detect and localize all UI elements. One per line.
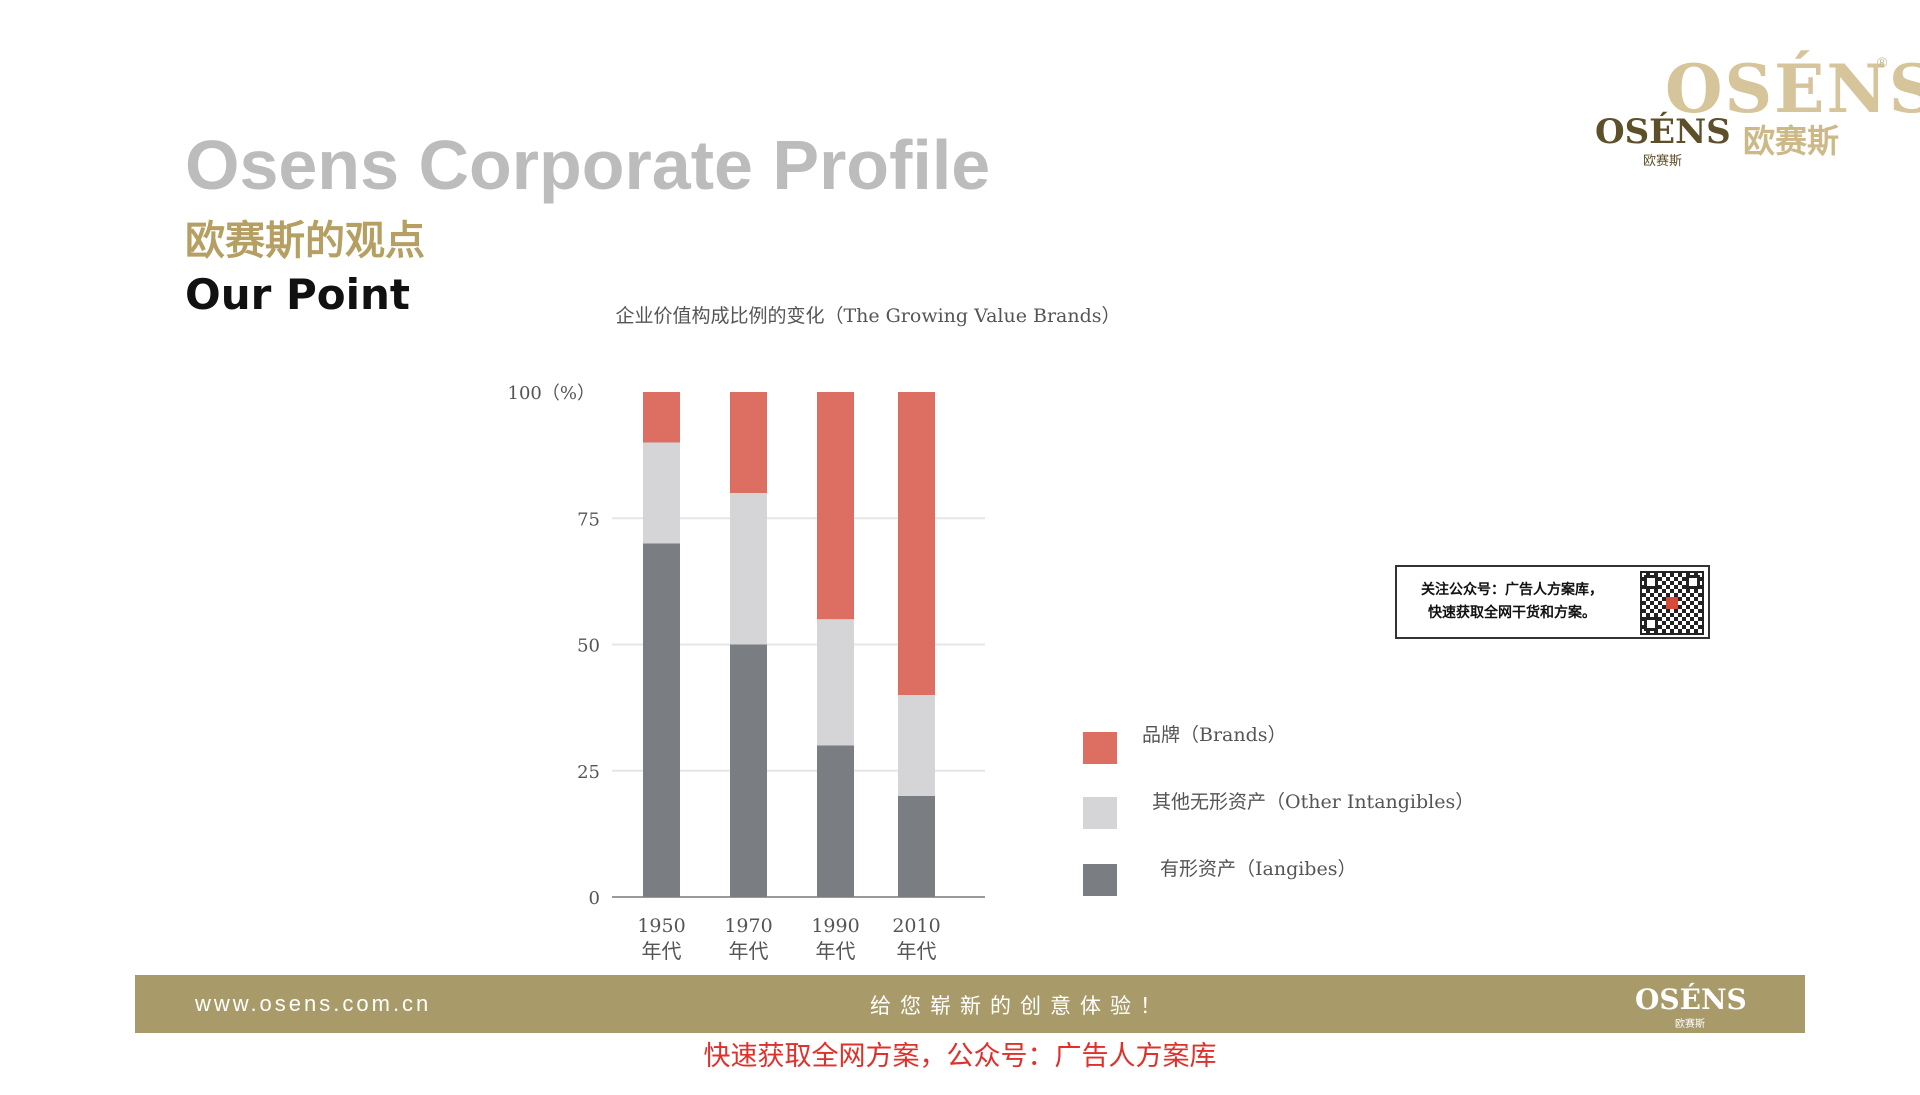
notice-line-1: 关注公众号：广告人方案库， — [1421, 582, 1603, 598]
x-tick-label: 年代 — [729, 939, 769, 963]
footer-logo-cn: 欧赛斯 — [1675, 1019, 1705, 1030]
y-tick-label: 25 — [577, 762, 600, 783]
y-tick-label: 75 — [577, 509, 600, 530]
bar-segment — [898, 796, 935, 897]
bar-segment — [817, 392, 854, 620]
logo-cn-large: 欧赛斯 — [1743, 122, 1840, 160]
bar-segment — [643, 442, 680, 544]
qr-center-icon — [1666, 597, 1678, 609]
notice-line-2: 快速获取全网干货和方案。 — [1428, 605, 1596, 621]
x-tick-label: 1990 — [811, 915, 859, 937]
bar-segment — [898, 695, 935, 796]
footer-logo: OSÉNS — [1635, 983, 1747, 1016]
legend-label: 有形资产（Iangibes） — [1160, 858, 1356, 880]
x-tick-label: 1970 — [724, 915, 772, 937]
y-tick-label: 100（%） — [508, 383, 595, 404]
qr-corner — [1644, 617, 1658, 631]
x-tick-label: 年代 — [816, 939, 856, 963]
chart-title: 企业价值构成比例的变化（The Growing Value Brands） — [615, 305, 1120, 327]
bar-segment — [817, 745, 854, 897]
page-title: Osens Corporate Profile — [185, 126, 991, 204]
legend-label: 其他无形资产（Other Intangibles） — [1152, 791, 1474, 813]
bar-segment — [730, 392, 767, 493]
qr-code-icon[interactable] — [1640, 571, 1704, 635]
logo-cn-small: 欧赛斯 — [1643, 154, 1683, 169]
osens-logo: OSÉNS ® OSÉNS 欧赛斯 欧赛斯 — [1595, 50, 1920, 170]
notice-text: 关注公众号：广告人方案库， 快速获取全网干货和方案。 — [1407, 579, 1617, 625]
follow-notice-box: 关注公众号：广告人方案库， 快速获取全网干货和方案。 — [1395, 565, 1710, 639]
legend-swatch — [1083, 732, 1117, 764]
x-tick-label: 年代 — [897, 939, 937, 963]
y-tick-label: 0 — [589, 888, 600, 909]
logo-wordmark-small: OSÉNS — [1595, 112, 1731, 152]
footer-slogan: 给您崭新的创意体验！ — [870, 994, 1170, 1018]
qr-corner — [1644, 575, 1658, 589]
x-tick-label: 1950 — [637, 915, 685, 937]
qr-corner — [1686, 575, 1700, 589]
legend-swatch — [1083, 797, 1117, 829]
page-subtitle: Our Point — [185, 270, 410, 319]
footer-url-link[interactable]: www.osens.com.cn — [195, 991, 432, 1016]
x-tick-label: 年代 — [642, 939, 682, 963]
x-tick-label: 2010 — [892, 915, 940, 937]
watermark-text: 快速获取全网方案，公众号：广告人方案库 — [703, 1041, 1217, 1072]
registered-mark: ® — [1877, 54, 1888, 70]
bar-segment — [643, 543, 680, 897]
bar-segment — [730, 644, 767, 897]
legend-swatch — [1083, 864, 1117, 896]
y-tick-label: 50 — [577, 636, 600, 657]
logo-wordmark-large: OSÉNS — [1665, 50, 1920, 128]
legend-label: 品牌（Brands） — [1142, 724, 1287, 746]
bar-segment — [817, 619, 854, 746]
bar-segment — [730, 493, 767, 645]
page-title-cn: 欧赛斯的观点 — [185, 218, 425, 264]
footer-bar: www.osens.com.cn 给您崭新的创意体验！ OSÉNS 欧赛斯 — [135, 975, 1805, 1033]
bar-segment — [898, 392, 935, 695]
bar-segment — [643, 392, 680, 443]
